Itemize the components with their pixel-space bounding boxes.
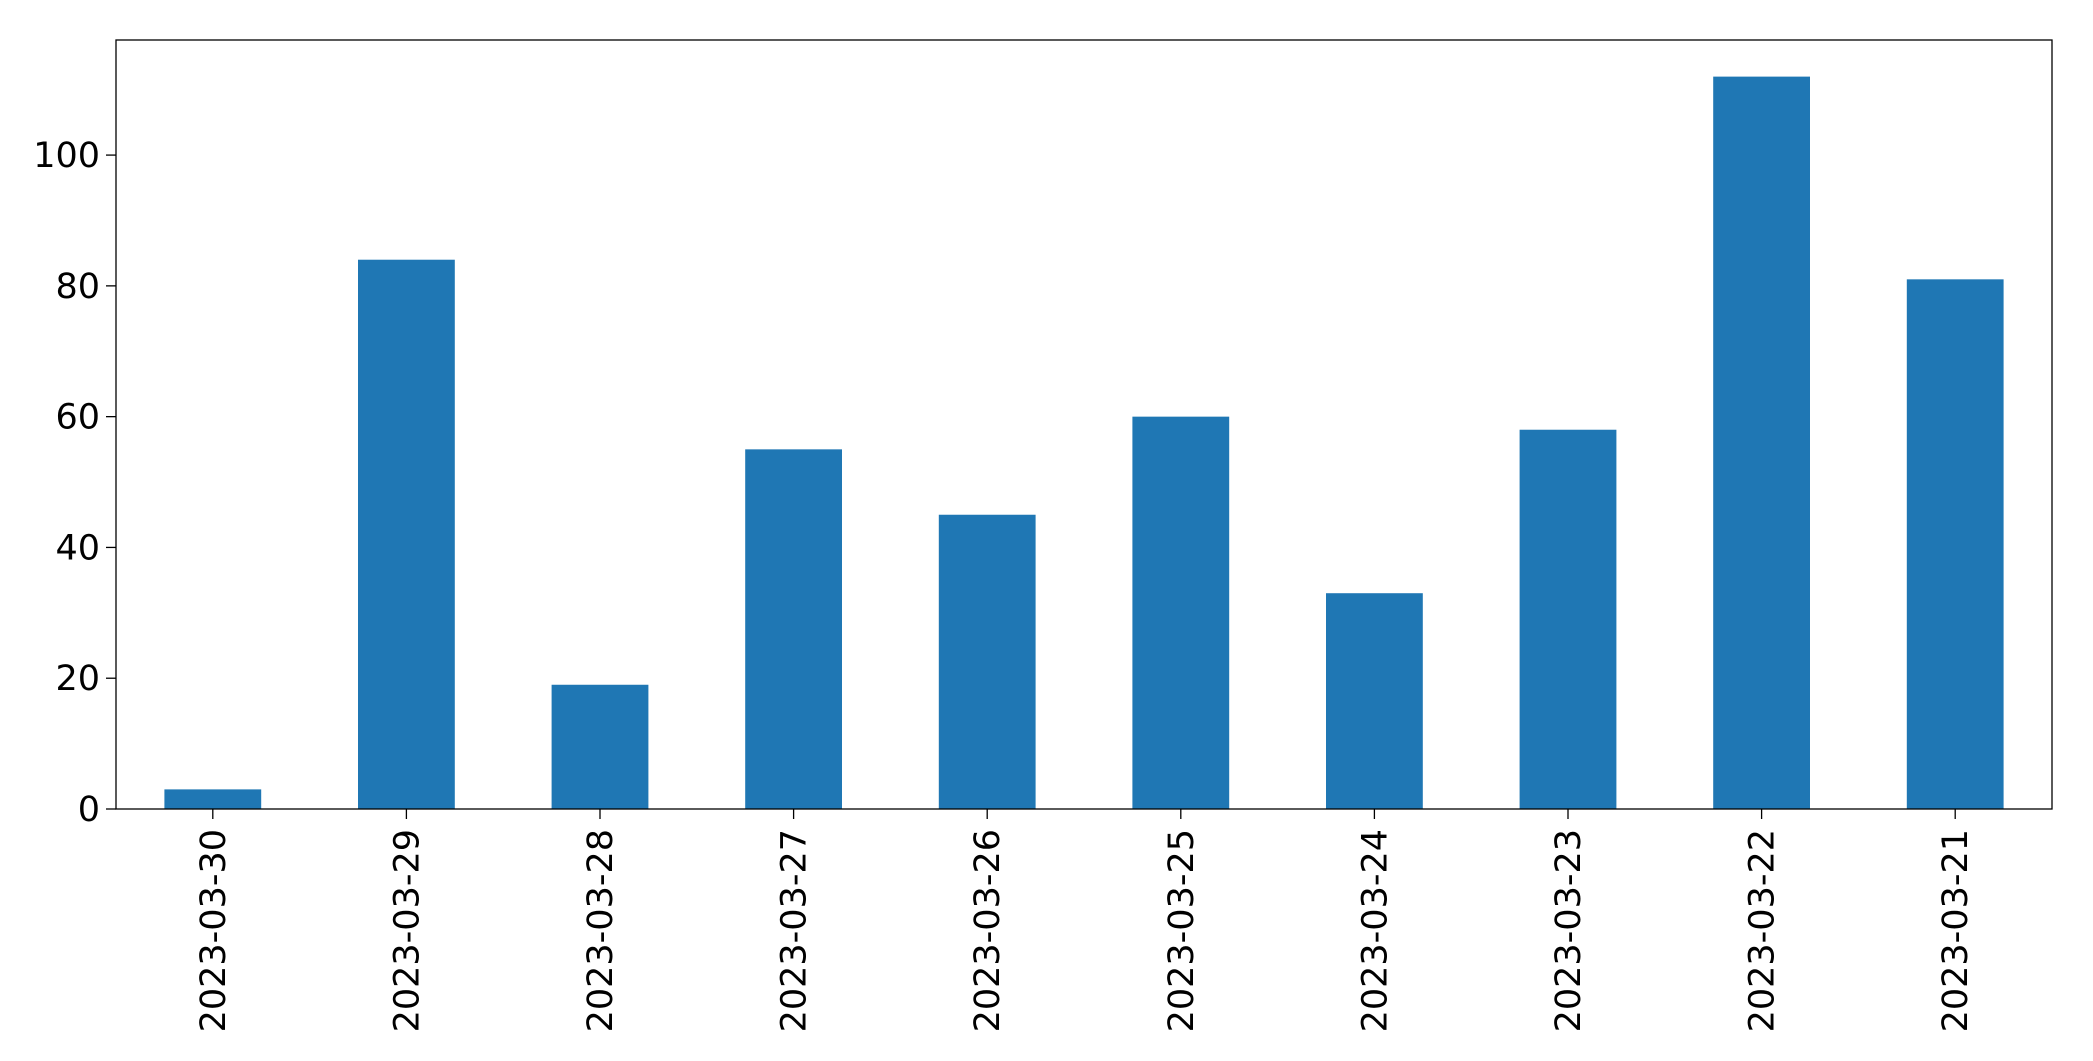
y-tick-label: 80 xyxy=(55,267,100,307)
x-tick-label: 2023-03-25 xyxy=(1162,829,1202,1032)
y-tick-label: 40 xyxy=(55,528,100,568)
bar xyxy=(1326,593,1423,809)
x-tick-label: 2023-03-22 xyxy=(1743,829,1783,1032)
x-tick-label: 2023-03-28 xyxy=(581,829,621,1032)
bar xyxy=(1906,279,2004,809)
bar xyxy=(745,449,842,809)
bar xyxy=(1132,416,1230,809)
bar xyxy=(1713,76,1810,810)
x-tick-label: 2023-03-27 xyxy=(775,829,815,1032)
x-tick-label: 2023-03-29 xyxy=(387,829,427,1032)
x-tick-label: 2023-03-23 xyxy=(1549,829,1589,1032)
bar xyxy=(358,259,455,809)
y-tick-label: 0 xyxy=(78,790,100,830)
y-tick-label: 60 xyxy=(55,398,100,438)
x-tick-label: 2023-03-26 xyxy=(968,829,1008,1032)
x-tick-label: 2023-03-30 xyxy=(194,829,234,1032)
bar xyxy=(164,789,262,809)
x-tick-label: 2023-03-21 xyxy=(1936,829,1976,1032)
plot-frame xyxy=(115,39,2053,810)
y-tick-label: 100 xyxy=(33,136,100,176)
x-tick-label: 2023-03-24 xyxy=(1355,829,1395,1032)
bar xyxy=(938,514,1036,809)
y-tick-label: 20 xyxy=(55,659,100,699)
bar xyxy=(551,684,649,809)
bar xyxy=(1519,429,1617,809)
